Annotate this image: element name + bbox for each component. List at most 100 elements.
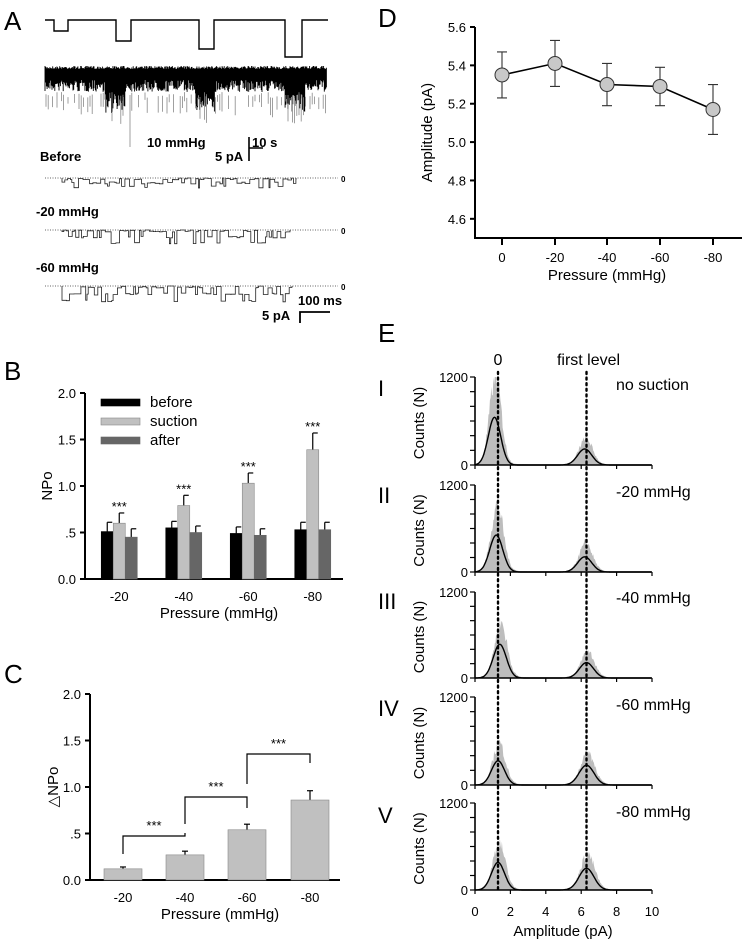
x-tick-label: 6 <box>578 904 585 919</box>
data-point <box>494 67 510 83</box>
y-tick-label: 1.0 <box>58 479 76 494</box>
y-axis-label: Counts (N) <box>411 494 428 567</box>
pressure-step-trace <box>45 19 328 58</box>
x-tick-label: -60 <box>238 890 257 905</box>
y-tick-label: 4.6 <box>448 212 466 227</box>
reference-label-first-level: first level <box>557 352 620 369</box>
bar-suction <box>306 449 320 580</box>
panel-label-c: C <box>4 659 23 689</box>
y-tick-label: 1200 <box>439 585 468 600</box>
y-tick-label: 2.0 <box>63 687 81 702</box>
x-tick-label: -20 <box>114 890 133 905</box>
trace-zero-60: 0 <box>341 283 346 292</box>
panel-b-chart: 0.0 .5 1.0 1.5 2.0 -20 -40 -60 -80 Pressure (mmHg… <box>39 386 343 622</box>
y-tick-label: 1.5 <box>63 734 81 749</box>
x-tick-label: -20 <box>110 589 129 604</box>
reference-label-zero: 0 <box>494 352 503 369</box>
legend-label-after: after <box>150 432 180 449</box>
scale-current-label-2: 5 pA <box>262 308 291 323</box>
y-tick-label: 5.2 <box>448 97 466 112</box>
legend-swatch-before <box>100 398 141 407</box>
bar-before <box>294 529 308 580</box>
scale-time-label: 10 s <box>252 135 277 150</box>
bar <box>165 854 205 881</box>
subplot-roman-label: I <box>378 376 384 401</box>
subplot-roman-label: IV <box>378 696 399 721</box>
histogram-subplot: 1200 0 Counts (N) I no suction <box>378 370 689 473</box>
data-point <box>547 55 563 71</box>
y-tick-label: 0 <box>461 778 468 793</box>
panel-label-d: D <box>378 3 397 33</box>
x-axis-label: Pressure (mmHg) <box>548 267 666 284</box>
y-tick-label: 1200 <box>439 796 468 811</box>
significance-marker: *** <box>146 818 161 833</box>
bar-after <box>124 536 138 580</box>
x-tick-label: 0 <box>498 250 505 265</box>
significance-bracket <box>122 833 186 854</box>
data-point <box>599 77 615 93</box>
x-tick-label: 4 <box>542 904 549 919</box>
legend-swatch-suction <box>100 417 141 426</box>
current-openings <box>45 92 326 147</box>
y-tick-label: 0 <box>461 458 468 473</box>
x-tick-label: -60 <box>651 250 670 265</box>
bar-after <box>189 532 203 580</box>
y-tick-label: 4.8 <box>448 173 466 188</box>
trace-zero-20: 0 <box>341 227 346 236</box>
y-axis-label: △NPo <box>45 767 62 808</box>
y-tick-label: 0 <box>461 565 468 580</box>
x-tick-label: 10 <box>645 904 659 919</box>
significance-bracket <box>246 753 311 784</box>
x-tick-label: -40 <box>176 890 195 905</box>
y-axis-label: Amplitude (pA) <box>419 83 436 182</box>
x-tick-label: -40 <box>598 250 617 265</box>
bar <box>103 868 143 881</box>
condition-label: -40 mmHg <box>616 590 691 607</box>
y-tick-label: 0 <box>461 883 468 898</box>
y-tick-label: .5 <box>65 526 76 541</box>
panel-label-e: E <box>378 318 395 348</box>
subplot-roman-label: V <box>378 803 393 828</box>
y-axis-label: Counts (N) <box>411 387 428 460</box>
x-tick-label: -80 <box>301 890 320 905</box>
x-axis-label: Pressure (mmHg) <box>160 605 278 622</box>
single-channel-trace <box>61 177 297 189</box>
trace-label-before: Before <box>40 149 81 164</box>
y-axis-label: Counts (N) <box>411 812 428 885</box>
legend-label-suction: suction <box>150 413 198 430</box>
histogram-subplot: 1200 0 Counts (N) II -20 mmHg <box>378 478 691 580</box>
y-tick-label: 5.4 <box>448 58 466 73</box>
bar <box>227 829 267 881</box>
trace-zero-before: 0 <box>341 175 346 184</box>
histogram-subplot: 1200 0 Counts (N) III -40 mmHg <box>378 585 691 686</box>
x-tick-label: -80 <box>303 589 322 604</box>
histogram-bars <box>475 615 652 678</box>
histogram-bars <box>475 837 652 890</box>
scale-bar-2 <box>299 311 330 323</box>
histogram-bars <box>475 739 652 785</box>
condition-label: -60 mmHg <box>616 697 691 714</box>
significance-marker: *** <box>305 419 320 434</box>
bar-before <box>165 527 179 580</box>
single-channel-trace <box>61 285 293 303</box>
current-recording-trace <box>44 66 327 147</box>
data-point <box>652 78 668 94</box>
histogram-subplot: 1200 0 Counts (N) IV -60 mmHg <box>378 690 691 793</box>
panel-d-chart: 4.6 4.8 5.0 5.2 5.4 5.6 0 -20 -40 -60 -80 Pressure … <box>419 20 742 284</box>
scale-time-label-2: 100 ms <box>298 293 342 308</box>
trace-label-20: -20 mmHg <box>36 204 99 219</box>
x-axis-label: Pressure (mmHg) <box>161 906 279 923</box>
histogram-bars <box>475 498 652 572</box>
x-tick-label: 8 <box>613 904 620 919</box>
subplot-roman-label: III <box>378 589 396 614</box>
condition-label: -80 mmHg <box>616 804 691 821</box>
y-tick-label: 1200 <box>439 690 468 705</box>
y-tick-label: 5.6 <box>448 20 466 35</box>
single-channel-trace <box>61 229 291 245</box>
scale-pressure-label: 10 mmHg <box>147 135 206 150</box>
y-axis-label: Counts (N) <box>411 707 428 780</box>
panel-e-chart: 1200 0 Counts (N) I no suction 1200 0 Counts (N… <box>378 352 691 940</box>
x-axis-label: Amplitude (pA) <box>513 923 612 940</box>
bar <box>290 799 330 881</box>
